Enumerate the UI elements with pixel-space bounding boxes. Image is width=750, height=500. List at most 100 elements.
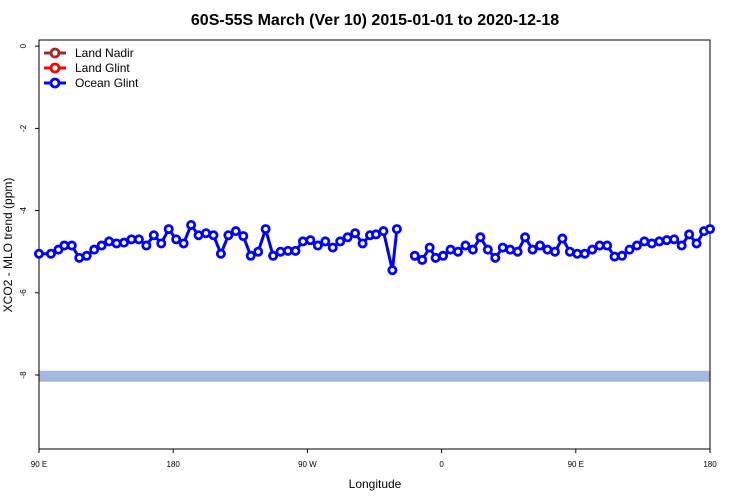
legend-marker: [49, 62, 61, 74]
data-point: [148, 230, 159, 241]
data-point: [357, 238, 368, 249]
data-point: [557, 233, 568, 244]
data-point: [512, 246, 523, 257]
data-point: [335, 236, 346, 247]
data-point: [223, 230, 234, 241]
data-point: [305, 235, 316, 246]
y-tick-label: 0: [19, 43, 28, 48]
data-point: [208, 230, 219, 241]
x-axis: 90 E 180 90 W 0 90 E 180: [31, 449, 717, 469]
x-tick-label: 0: [439, 460, 444, 469]
data-point: [490, 252, 501, 263]
data-point: [535, 240, 546, 251]
data-point: [268, 250, 279, 261]
data-point: [215, 248, 226, 259]
data-point: [81, 250, 92, 261]
legend-marker: [49, 77, 61, 89]
data-point: [327, 242, 338, 253]
data-point: [186, 219, 197, 230]
series-layer: [34, 219, 716, 276]
x-tick-label: 90 E: [31, 460, 47, 469]
legend-label: Land Glint: [75, 61, 130, 75]
data-point: [66, 240, 77, 251]
data-point: [141, 240, 152, 251]
y-axis-label: XCO2 - MLO trend (ppm): [1, 178, 15, 313]
data-point: [467, 244, 478, 255]
data-point: [684, 229, 695, 240]
data-point: [342, 232, 353, 243]
data-point: [133, 234, 144, 245]
data-point: [156, 238, 167, 249]
data-point: [391, 224, 402, 235]
data-point: [609, 251, 620, 262]
x-tick-label: 90 W: [298, 460, 317, 469]
data-point: [453, 246, 464, 257]
data-point: [320, 236, 331, 247]
data-point: [387, 265, 398, 276]
data-point: [238, 231, 249, 242]
y-tick-label: -6: [19, 289, 28, 297]
data-point: [438, 250, 449, 261]
data-point: [482, 244, 493, 255]
legend-item: Land Glint: [44, 61, 130, 75]
data-point: [89, 244, 100, 255]
data-point: [676, 240, 687, 251]
data-point: [460, 240, 471, 251]
data-point: [654, 236, 665, 247]
data-point: [260, 224, 271, 235]
data-point: [669, 234, 680, 245]
chart-title: 60S-55S March (Ver 10) 2015-01-01 to 202…: [191, 12, 559, 29]
data-point: [424, 242, 435, 253]
data-point: [275, 246, 286, 257]
data-point: [417, 254, 428, 265]
reference-band: [39, 370, 710, 382]
data-point: [579, 248, 590, 259]
data-point: [178, 238, 189, 249]
plot-frame: [38, 39, 711, 450]
data-point: [409, 250, 420, 261]
legend-label: Land Nadir: [75, 46, 134, 60]
data-point: [549, 246, 560, 257]
data-point: [661, 235, 672, 246]
y-tick-label: -2: [19, 124, 28, 132]
data-point: [163, 224, 174, 235]
x-tick-label: 180: [167, 460, 181, 469]
data-point: [297, 236, 308, 247]
data-point: [587, 244, 598, 255]
data-point: [527, 244, 538, 255]
data-point: [350, 228, 361, 239]
legend-marker: [49, 47, 61, 59]
x-axis-label: Longitude: [349, 477, 402, 491]
y-tick-label: -4: [19, 206, 28, 214]
y-axis: 0 -2 -4 -6 -8: [19, 43, 39, 379]
series-ocean-glint: [34, 219, 716, 276]
data-point: [34, 248, 45, 259]
data-point: [378, 226, 389, 237]
legend-label: Ocean Glint: [75, 76, 139, 90]
data-point: [520, 232, 531, 243]
data-point: [96, 240, 107, 251]
legend-item: Land Nadir: [44, 46, 134, 60]
data-point: [290, 245, 301, 256]
y-tick-label: -8: [19, 371, 28, 379]
legend-item: Ocean Glint: [44, 76, 139, 90]
data-point: [111, 238, 122, 249]
data-point: [475, 232, 486, 243]
data-point: [45, 248, 56, 259]
data-point: [370, 229, 381, 240]
data-point: [705, 224, 716, 235]
data-point: [171, 234, 182, 245]
x-tick-label: 180: [703, 460, 717, 469]
data-point: [617, 250, 628, 261]
reference-band-rect: [39, 370, 710, 382]
data-point: [230, 226, 241, 237]
data-point: [624, 244, 635, 255]
data-point: [118, 237, 129, 248]
data-point: [602, 240, 613, 251]
data-point: [691, 238, 702, 249]
data-point: [253, 246, 264, 257]
x-tick-label: 90 E: [568, 460, 584, 469]
data-point: [245, 250, 256, 261]
